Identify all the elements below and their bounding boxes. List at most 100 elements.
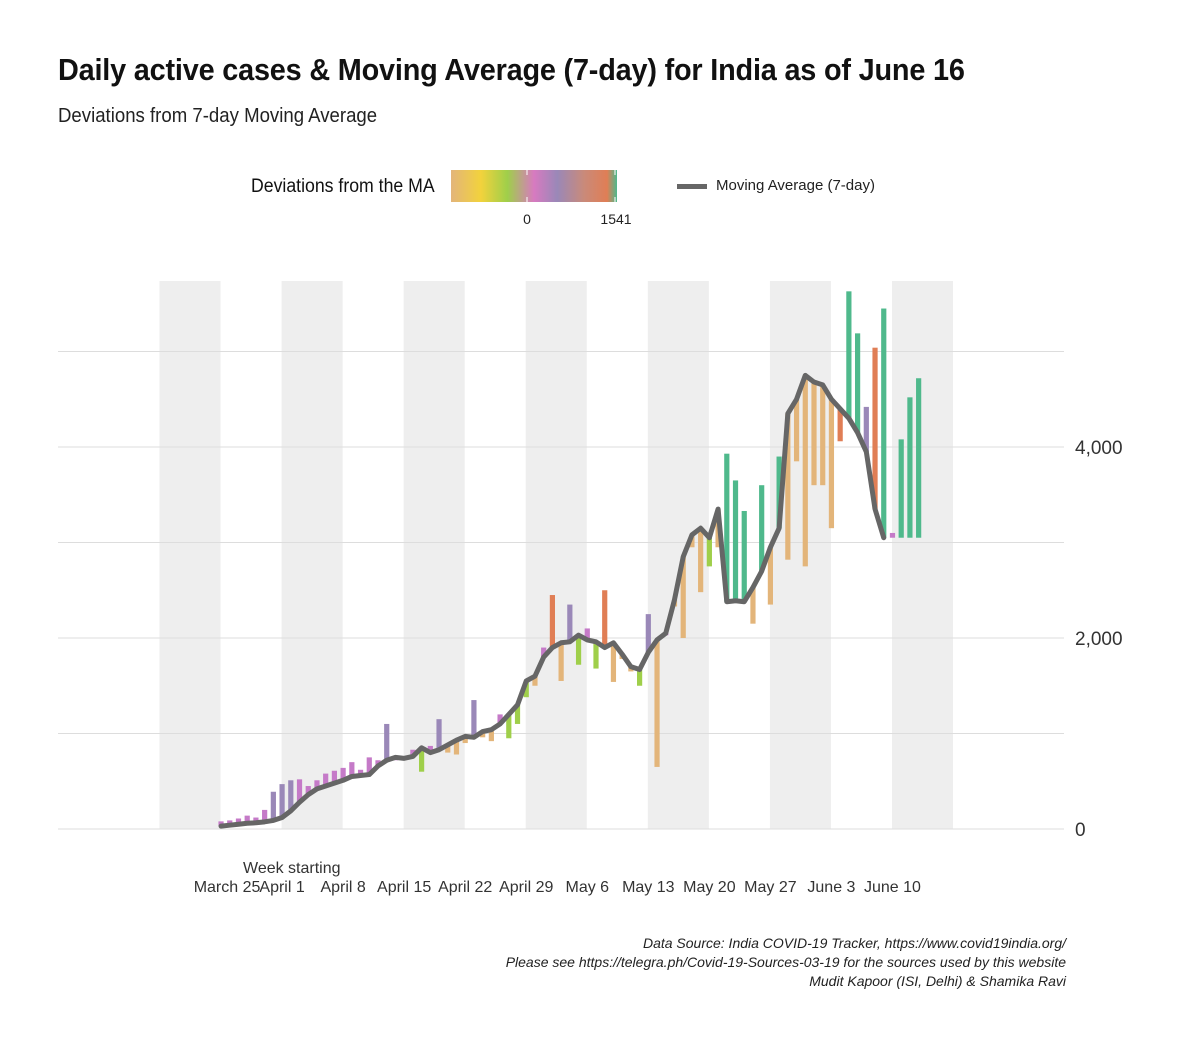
week-band-0: [159, 281, 221, 829]
chart-title: Daily active cases & Moving Average (7-d…: [58, 52, 965, 87]
week-band-5: [769, 281, 831, 829]
deviation-bar: [567, 604, 573, 642]
deviation-bar: [436, 719, 442, 750]
deviation-bar: [523, 680, 529, 698]
deviation-bar: [331, 770, 337, 784]
week-band-6: [891, 281, 954, 829]
deviation-bar: [785, 413, 791, 560]
deviation-bar: [863, 406, 869, 452]
deviation-bar: [488, 729, 494, 742]
deviation-bar: [889, 532, 896, 538]
x-tick-label: May 27: [744, 879, 797, 896]
color-legend-title: Deviations from the MA: [251, 176, 435, 197]
deviation-bar: [759, 485, 765, 572]
deviation-bar: [698, 528, 704, 593]
deviation-bar: [680, 556, 686, 638]
deviation-bar: [471, 700, 477, 738]
x-tick-label: April 22: [438, 879, 492, 896]
deviation-bar: [907, 397, 913, 538]
deviation-bar: [584, 628, 590, 640]
source-note: Data Source: India COVID-19 Tracker, htt…: [506, 934, 1066, 991]
x-tick-label: June 3: [807, 879, 855, 896]
deviation-bar: [462, 736, 468, 744]
deviation-bar: [549, 595, 555, 648]
deviation-bar: [881, 308, 887, 538]
color-legend-bar: [451, 170, 617, 202]
deviation-bar: [541, 647, 547, 658]
week-band-2: [403, 281, 465, 829]
deviation-bar: [262, 809, 268, 822]
deviation-bar: [872, 347, 878, 510]
deviation-bar: [645, 614, 651, 653]
x-tick-label: March 25: [194, 879, 261, 896]
deviation-bar: [314, 780, 320, 789]
ma-legend-label: Moving Average (7-day): [716, 177, 875, 194]
deviation-bar: [724, 453, 730, 602]
deviation-bar: [253, 817, 259, 823]
deviation-bar: [706, 537, 712, 567]
deviation-bar: [811, 382, 817, 486]
ma-legend-swatch: [677, 184, 707, 189]
deviation-bar: [445, 744, 451, 753]
deviation-bar: [558, 642, 564, 681]
deviation-bar: [497, 714, 503, 724]
deviation-bar: [575, 635, 582, 665]
deviation-bar: [837, 408, 843, 442]
deviation-bar: [453, 740, 460, 755]
x-tick-label: April 8: [320, 879, 365, 896]
deviation-bar: [741, 510, 747, 602]
deviation-bar: [506, 714, 512, 739]
deviation-bar: [340, 767, 346, 781]
moving-average-line: [218, 372, 887, 829]
deviation-bar: [767, 547, 773, 605]
chart-subtitle: Deviations from 7-day Moving Average: [58, 105, 378, 127]
deviation-bar: [732, 480, 739, 601]
deviation-bar: [323, 773, 329, 787]
x-tick-label: April 15: [377, 879, 431, 896]
x-axis-title: Week starting: [243, 860, 341, 877]
deviation-bar: [637, 669, 643, 686]
deviation-bar: [593, 641, 599, 669]
deviation-bar: [349, 762, 355, 777]
color-legend-tick-min: 0: [523, 211, 531, 227]
deviation-bar: [427, 745, 433, 753]
deviation-bar: [793, 399, 800, 462]
deviation-bar: [828, 399, 835, 529]
deviation-bar: [384, 723, 390, 761]
color-legend-tick-max: 1541: [600, 211, 632, 227]
deviation-bar: [532, 676, 538, 686]
source-line-3: Mudit Kapoor (ISI, Delhi) & Shamika Ravi: [809, 973, 1066, 989]
deviation-bar: [898, 439, 904, 538]
deviation-bar: [610, 642, 617, 682]
deviation-bar: [270, 791, 276, 821]
x-tick-label: May 6: [565, 879, 609, 896]
deviation-bar: [357, 769, 364, 776]
week-band-1: [281, 281, 343, 829]
deviation-bar: [750, 587, 756, 624]
y-tick-label: 0: [1075, 820, 1086, 841]
deviation-bar: [802, 375, 808, 567]
deviation-bar: [235, 818, 242, 825]
source-line-2: Please see https://telegra.ph/Covid-19-S…: [505, 954, 1066, 970]
deviation-bar: [296, 779, 303, 803]
x-tick-label: May 13: [622, 879, 675, 896]
deviation-bar: [776, 456, 782, 529]
y-tick-label: 4,000: [1075, 438, 1123, 459]
deviation-bar: [305, 786, 311, 795]
deviation-bar: [419, 747, 425, 772]
x-tick-label: June 10: [864, 879, 921, 896]
deviation-bar: [514, 704, 521, 724]
deviation-bar: [855, 333, 861, 433]
x-tick-label: April 29: [499, 879, 553, 896]
y-tick-label: 2,000: [1075, 629, 1123, 650]
deviation-bar: [654, 639, 660, 767]
x-tick-label: May 20: [683, 879, 736, 896]
deviation-bar: [916, 378, 922, 538]
x-tick-label: April 1: [259, 879, 304, 896]
source-line-1: Data Source: India COVID-19 Tracker, htt…: [642, 935, 1066, 951]
deviation-bar: [846, 291, 852, 419]
deviation-bar: [602, 590, 608, 648]
week-band-3: [525, 281, 587, 829]
deviation-bar: [244, 815, 250, 824]
